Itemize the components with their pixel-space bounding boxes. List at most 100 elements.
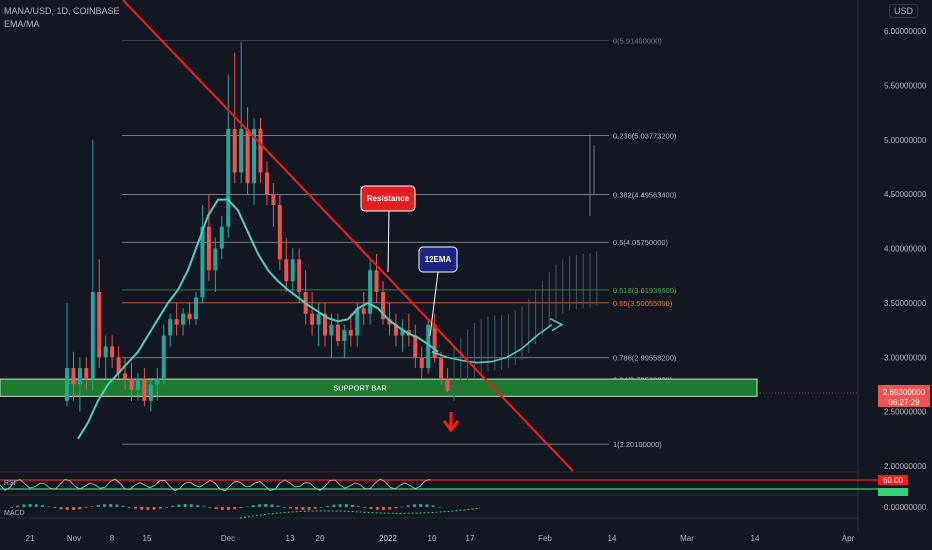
time-tick-label: 8 bbox=[110, 534, 115, 543]
countdown-timer: 06:27:29 bbox=[888, 398, 920, 407]
macd-histogram-bar bbox=[41, 505, 44, 507]
candle-body bbox=[148, 384, 153, 401]
macd-histogram-bar bbox=[171, 505, 175, 507]
macd-histogram-bar bbox=[134, 507, 137, 509]
candle-body bbox=[123, 373, 128, 379]
candle-body bbox=[194, 297, 198, 320]
macd-histogram-bar bbox=[10, 507, 13, 508]
candle-body bbox=[252, 128, 257, 184]
fib-level-label: 0.65(3.50055000) bbox=[613, 299, 673, 308]
fib-level-label: 0.382(4.49563400) bbox=[613, 191, 677, 200]
candle-body bbox=[297, 259, 302, 292]
ema-callout-label: 12EMA bbox=[425, 255, 452, 264]
macd-histogram-bar bbox=[375, 507, 379, 510]
candle-body bbox=[245, 128, 250, 184]
macd-histogram-bar bbox=[189, 504, 193, 507]
macd-histogram-bar bbox=[282, 507, 286, 508]
candle-body bbox=[65, 368, 69, 401]
candle-body bbox=[387, 319, 392, 325]
macd-histogram-bar bbox=[214, 507, 218, 510]
candle-body bbox=[310, 313, 315, 325]
candle-body bbox=[316, 313, 321, 325]
candle-body bbox=[181, 313, 186, 325]
candle-body bbox=[103, 346, 108, 358]
macd-histogram-bar bbox=[127, 507, 131, 508]
candle-body bbox=[239, 128, 244, 173]
macd-histogram-bar bbox=[233, 507, 237, 510]
candle-body bbox=[419, 357, 424, 369]
candle-body bbox=[342, 330, 347, 341]
fib-level-label: 0.236(5.03773200) bbox=[613, 132, 677, 141]
macd-histogram-bar bbox=[344, 504, 348, 507]
candle-body bbox=[71, 368, 76, 385]
candle-body bbox=[445, 379, 450, 391]
candle-body bbox=[400, 330, 405, 336]
macd-histogram-bar bbox=[258, 504, 261, 507]
candle-body bbox=[264, 172, 269, 195]
candle-body bbox=[348, 330, 353, 336]
candle-body bbox=[213, 248, 218, 271]
macd-histogram-bar bbox=[109, 504, 113, 507]
macd-histogram-bar bbox=[140, 507, 144, 510]
macd-histogram-bar bbox=[158, 507, 162, 509]
candle-body bbox=[135, 379, 140, 390]
candle-body bbox=[335, 324, 340, 341]
macd-histogram-bar bbox=[369, 507, 373, 509]
time-tick-label: 17 bbox=[466, 534, 475, 543]
candle-body bbox=[116, 357, 121, 374]
projection-arrow-head bbox=[549, 317, 564, 332]
price-tick-label: 2.50000000 bbox=[884, 408, 927, 417]
macd-histogram-bar bbox=[295, 507, 299, 510]
macd-histogram-bar bbox=[431, 505, 435, 507]
price-tick-label: 4.50000000 bbox=[884, 190, 927, 199]
macd-histogram-bar bbox=[183, 504, 187, 507]
rsi-label: RSI bbox=[4, 480, 16, 487]
macd-histogram-bar bbox=[65, 507, 69, 510]
price-tick-label: 2.00000000 bbox=[884, 462, 927, 471]
price-tick-label: 3.50000000 bbox=[884, 299, 927, 308]
candle-body bbox=[258, 128, 263, 173]
macd-histogram-bar bbox=[239, 507, 243, 509]
fib-level-label: 0.618(3.61936600) bbox=[613, 286, 677, 295]
candle-body bbox=[323, 313, 327, 336]
macd-histogram-bar bbox=[251, 505, 255, 507]
projection-curve bbox=[431, 323, 553, 364]
macd-histogram-bar bbox=[53, 507, 57, 509]
candle-body bbox=[432, 324, 437, 358]
time-tick-label: 13 bbox=[286, 534, 295, 543]
candle-body bbox=[155, 379, 160, 385]
macd-histogram-bar bbox=[276, 505, 280, 507]
indicator-label: EMA/MA bbox=[4, 19, 40, 29]
time-tick-label: Feb bbox=[538, 534, 552, 543]
macd-histogram-bar bbox=[363, 507, 367, 508]
support-bar bbox=[0, 378, 758, 397]
candle-body bbox=[161, 335, 166, 379]
time-tick-label: 20 bbox=[316, 534, 325, 543]
candle-body bbox=[271, 194, 276, 205]
candle-body bbox=[277, 205, 282, 260]
macd-histogram-bar bbox=[152, 507, 156, 510]
candle-body bbox=[77, 368, 82, 385]
price-tick-label: 3.00000000 bbox=[884, 353, 927, 362]
candle-body bbox=[110, 346, 115, 358]
macd-histogram-bar bbox=[388, 507, 392, 510]
macd-histogram-bar bbox=[357, 506, 361, 507]
candle-body bbox=[393, 324, 398, 336]
macd-histogram-bar bbox=[96, 505, 100, 507]
currency-badge[interactable]: USD bbox=[888, 4, 918, 18]
macd-trend-line bbox=[239, 507, 481, 519]
macd-histogram-bar bbox=[419, 504, 423, 507]
macd-histogram-bar bbox=[227, 507, 230, 510]
price-tick-label: 4.00000000 bbox=[884, 245, 927, 254]
symbol-title: MANA/USD, 1D, COINBASE bbox=[4, 6, 120, 16]
time-tick-label: 2022 bbox=[379, 534, 397, 543]
candle-body bbox=[187, 313, 192, 320]
candle-body bbox=[413, 335, 418, 358]
candle-body bbox=[381, 292, 386, 320]
candle-body bbox=[361, 308, 366, 314]
macd-histogram-bar bbox=[413, 504, 416, 507]
fib-level-label: 1(2.20100000) bbox=[613, 440, 662, 449]
candle-body bbox=[374, 270, 379, 292]
